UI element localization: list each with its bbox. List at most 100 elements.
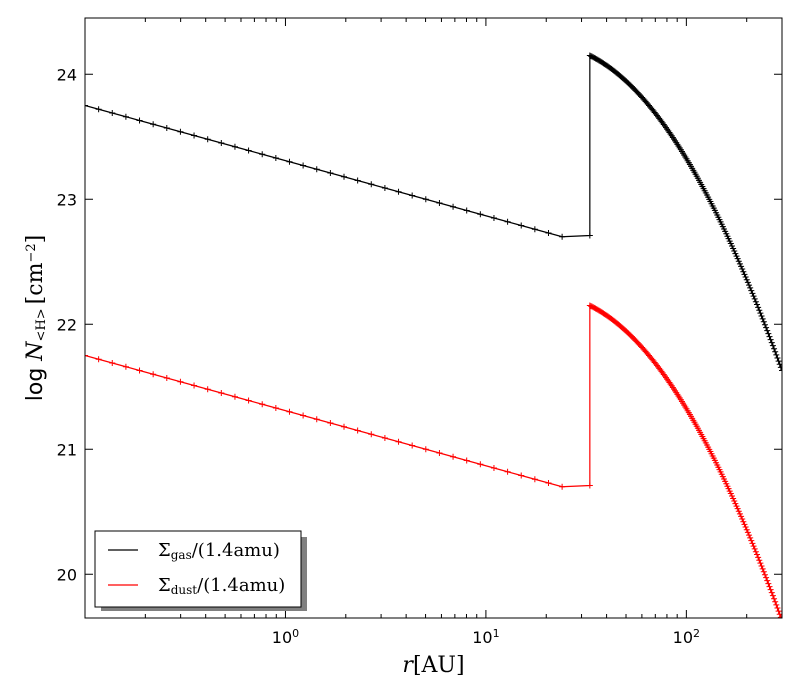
data-point-1-176: [744, 529, 751, 536]
data-point-1-9: [204, 386, 211, 393]
data-point-1-185: [755, 554, 762, 561]
data-point-0-201: [773, 351, 780, 358]
data-point-0-198: [769, 342, 776, 349]
data-point-0-199: [771, 345, 778, 352]
data-point-1-165: [732, 500, 739, 507]
data-point-1-198: [769, 592, 776, 599]
data-point-1-164: [731, 498, 738, 505]
data-point-1-181: [750, 543, 757, 550]
data-point-1-6: [163, 375, 170, 381]
data-point-1-163: [730, 495, 737, 502]
data-point-0-23: [395, 188, 402, 195]
data-point-1-12: [245, 397, 252, 404]
data-point-1-173: [741, 521, 748, 528]
data-point-0-184: [753, 301, 760, 308]
data-point-1-186: [756, 557, 763, 564]
data-point-0-168: [735, 258, 742, 265]
data-point-1-192: [763, 574, 770, 581]
data-point-1-29: [477, 461, 484, 468]
data-point-0-97: [655, 113, 662, 120]
y-axis-label-var: N: [23, 341, 48, 362]
data-point-1-182: [751, 545, 758, 552]
data-point-1-15: [286, 408, 293, 415]
series-line-0: [85, 54, 782, 371]
data-point-0-206: [779, 367, 782, 374]
legend: Σgas/(1.4amu) Σdust/(1.4amu): [94, 530, 307, 611]
data-point-0-191: [761, 321, 768, 328]
data-point-0-165: [732, 250, 739, 257]
data-point-0-22: [381, 185, 388, 191]
y-tick-label-0: 20: [57, 565, 77, 584]
y-axis-label: log N<H> [cm−2]: [23, 235, 49, 401]
ticks-layer: 20 21 22 23 24 100 101 102: [57, 18, 783, 647]
y-tick-label-4: 24: [57, 65, 77, 84]
legend-dust-sub: dust: [171, 583, 198, 597]
data-point-1-193: [764, 577, 771, 584]
data-point-1-174: [742, 524, 749, 531]
data-point-0-166: [733, 253, 740, 260]
data-point-1-8: [191, 382, 198, 389]
y-tick-label-2: 22: [57, 315, 77, 334]
data-point-0-18: [327, 170, 334, 176]
data-point-0-167: [734, 255, 741, 262]
data-point-0-169: [736, 260, 743, 267]
data-point-1-33: [531, 476, 538, 483]
data-point-0-164: [731, 248, 738, 255]
y-axis-label-unit: [cm: [23, 262, 48, 304]
series-markers-1: [85, 302, 782, 618]
data-point-1-199: [771, 595, 778, 602]
data-point-0-0: [85, 102, 88, 109]
data-point-1-194: [765, 580, 772, 587]
data-point-0-197: [768, 339, 775, 346]
data-point-0-6: [163, 125, 170, 131]
data-point-1-35: [559, 483, 566, 490]
data-point-1-191: [761, 571, 768, 578]
data-point-1-25: [422, 446, 429, 453]
data-point-0-205: [777, 364, 782, 371]
data-point-1-31: [504, 468, 511, 475]
data-point-0-192: [763, 324, 770, 331]
data-point-0-16: [300, 162, 307, 169]
series-layer: [85, 52, 782, 618]
data-point-1-203: [775, 608, 782, 615]
plot-frame: [84, 17, 783, 619]
data-point-1-169: [736, 510, 743, 517]
data-point-1-201: [773, 601, 780, 608]
data-point-0-11: [231, 143, 238, 150]
data-point-1-1: [95, 356, 102, 363]
data-point-0-185: [755, 304, 762, 311]
data-point-0-14: [272, 155, 279, 161]
data-point-1-13: [259, 401, 266, 408]
data-point-1-188: [758, 562, 765, 569]
data-point-1-195: [766, 583, 773, 590]
data-point-0-9: [204, 136, 211, 143]
legend-label-dust: Σdust/(1.4amu): [158, 575, 285, 597]
y-axis-label-close: ]: [23, 235, 48, 244]
data-point-0-3: [122, 113, 129, 120]
data-point-0-183: [752, 298, 759, 305]
data-point-1-4: [136, 367, 143, 374]
data-point-1-10: [218, 390, 225, 396]
data-point-0-178: [747, 284, 754, 291]
data-point-0-7: [177, 128, 184, 135]
data-point-1-18: [327, 420, 334, 426]
data-point-1-167: [734, 505, 741, 512]
data-point-1-190: [760, 568, 767, 575]
data-point-1-172: [740, 518, 747, 525]
data-point-0-187: [757, 310, 764, 317]
data-point-0-20: [354, 177, 361, 184]
data-point-0-33: [531, 226, 538, 233]
data-point-1-27: [450, 453, 457, 460]
data-point-1-2: [109, 360, 116, 366]
data-point-0-17: [313, 166, 320, 173]
data-point-0-202: [774, 354, 781, 361]
data-point-0-172: [740, 268, 747, 275]
data-point-1-11: [231, 393, 238, 400]
data-point-1-30: [490, 465, 497, 471]
data-point-1-200: [772, 598, 779, 605]
data-point-1-202: [774, 604, 781, 611]
data-point-1-180: [749, 540, 756, 547]
data-point-0-25: [422, 196, 429, 203]
data-point-0-177: [746, 282, 753, 289]
data-point-0-24: [409, 192, 416, 199]
